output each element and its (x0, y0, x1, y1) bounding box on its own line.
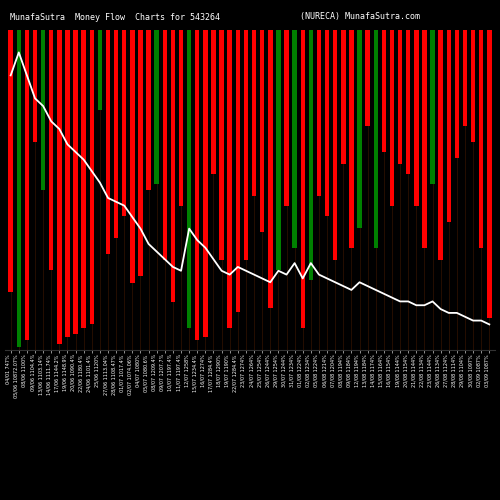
Bar (33, 30, 37, 142)
Bar (74, 30, 78, 334)
Bar (422, 30, 426, 248)
Bar (106, 30, 110, 254)
Bar (236, 30, 240, 312)
Bar (341, 30, 345, 164)
Bar (325, 30, 330, 216)
Bar (98, 30, 102, 110)
Bar (82, 30, 86, 328)
Text: MunafaSutra  Money Flow  Charts for 543264: MunafaSutra Money Flow Charts for 543264 (10, 12, 220, 22)
Bar (316, 30, 321, 196)
Bar (195, 30, 200, 340)
Bar (406, 30, 410, 174)
Bar (146, 30, 151, 190)
Bar (244, 30, 248, 260)
Bar (487, 30, 492, 318)
Bar (252, 30, 256, 196)
Bar (454, 30, 459, 158)
Bar (292, 30, 297, 248)
Bar (438, 30, 443, 260)
Bar (471, 30, 476, 142)
Bar (114, 30, 118, 238)
Bar (187, 30, 192, 328)
Bar (16, 30, 21, 347)
Bar (220, 30, 224, 260)
Bar (300, 30, 305, 328)
Bar (57, 30, 62, 344)
Bar (49, 30, 54, 270)
Bar (479, 30, 484, 248)
Bar (260, 30, 264, 232)
Bar (308, 30, 313, 280)
Bar (90, 30, 94, 324)
Bar (349, 30, 354, 248)
Bar (374, 30, 378, 248)
Bar (41, 30, 46, 190)
Bar (276, 30, 280, 270)
Bar (138, 30, 142, 276)
Bar (154, 30, 159, 184)
Bar (170, 30, 175, 302)
Bar (65, 30, 70, 337)
Bar (122, 30, 126, 216)
Bar (358, 30, 362, 228)
Bar (162, 30, 167, 260)
Text: (NURECA) MunafaSutra.com: (NURECA) MunafaSutra.com (300, 12, 420, 22)
Bar (382, 30, 386, 152)
Bar (430, 30, 435, 184)
Bar (24, 30, 29, 340)
Bar (203, 30, 207, 337)
Bar (228, 30, 232, 328)
Bar (446, 30, 451, 222)
Bar (414, 30, 418, 206)
Bar (366, 30, 370, 126)
Bar (398, 30, 402, 164)
Bar (463, 30, 467, 126)
Bar (130, 30, 134, 283)
Bar (390, 30, 394, 206)
Bar (284, 30, 288, 206)
Bar (333, 30, 338, 260)
Bar (179, 30, 184, 206)
Bar (268, 30, 272, 308)
Bar (212, 30, 216, 174)
Bar (8, 30, 13, 292)
